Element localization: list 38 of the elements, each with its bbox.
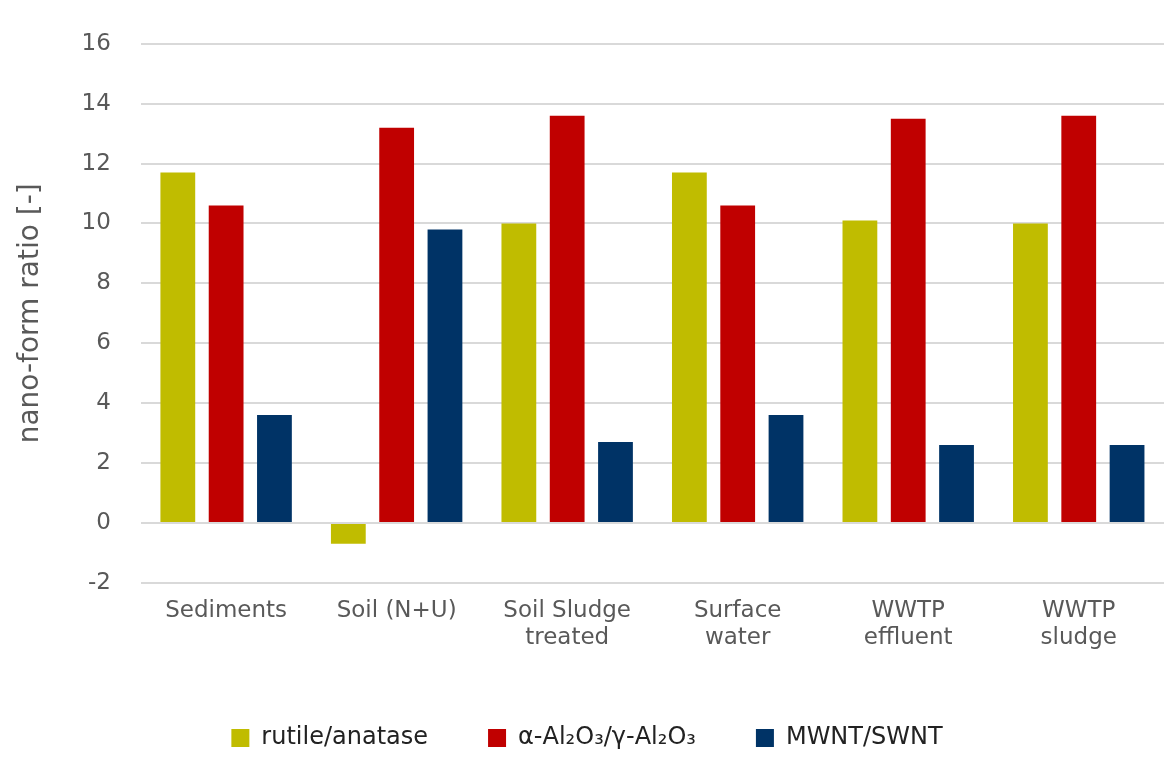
y-tick-label: 8 [96, 268, 111, 295]
bar [890, 118, 926, 522]
y-tick-label: 10 [81, 208, 111, 235]
x-tick-label: Soil (N+U) [336, 595, 457, 622]
legend-label: α-Al₂O₃/γ-Al₂O₃ [518, 722, 696, 751]
bar [1013, 223, 1048, 522]
bar [1109, 445, 1145, 522]
bar [257, 415, 292, 522]
y-tick-label: 0 [96, 507, 111, 534]
bar [160, 172, 196, 522]
legend-label: rutile/anatase [261, 722, 429, 751]
x-tick-label: Surface water [693, 595, 782, 650]
y-tick-label: 4 [96, 388, 111, 415]
y-tick-label: 16 [81, 28, 111, 55]
bar [1061, 115, 1097, 522]
x-tick-label: Soil Sludge treated [503, 595, 632, 650]
bar [842, 220, 878, 522]
y-tick-label: -2 [87, 567, 111, 594]
bar [671, 172, 707, 522]
y-tick-label: 14 [81, 88, 111, 115]
bar [720, 205, 756, 522]
bar [549, 115, 585, 522]
y-axis-title: nano-form ratio [-] [12, 183, 46, 444]
x-tick-label: WWTP sludge [1040, 595, 1117, 650]
x-tick-label: WWTP effluent [863, 595, 953, 650]
legend-label: MWNT/SWNT [785, 722, 943, 751]
bar [330, 523, 366, 544]
y-tick-label: 2 [96, 447, 111, 474]
bar [598, 442, 633, 522]
y-tick-label: 6 [96, 328, 111, 355]
y-tick-label: 12 [81, 148, 111, 175]
bar [768, 415, 804, 522]
x-tick-label: Sediments [165, 595, 288, 622]
bar [208, 205, 244, 522]
bar [379, 127, 415, 522]
bar [427, 229, 463, 522]
bar [501, 223, 537, 522]
bar [939, 445, 974, 522]
